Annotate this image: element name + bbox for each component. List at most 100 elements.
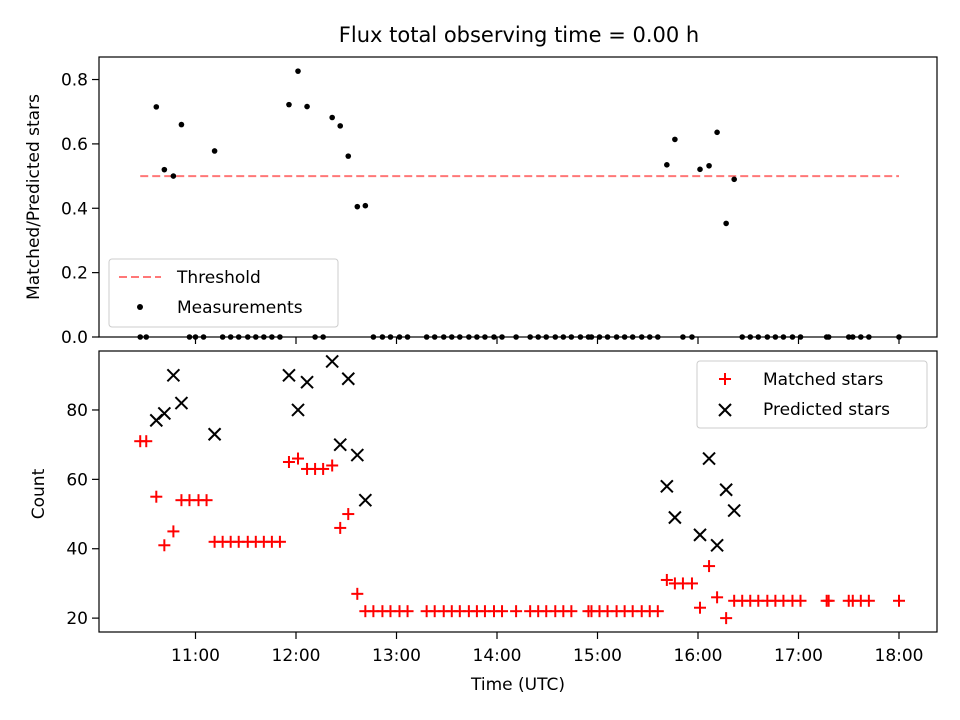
measurement-point bbox=[797, 334, 804, 340]
measurement-point bbox=[482, 334, 488, 340]
ratio-ytick-label: 0.6 bbox=[61, 135, 88, 155]
measurement-point bbox=[560, 334, 567, 340]
predicted-legend-swatch bbox=[718, 403, 732, 417]
measurement-point bbox=[466, 334, 472, 340]
measurement-point bbox=[379, 334, 386, 340]
measurement-point bbox=[491, 334, 497, 340]
matched-star-point bbox=[660, 573, 673, 586]
ratio-ytick-label: 0.4 bbox=[61, 199, 88, 219]
measurement-point bbox=[178, 121, 185, 128]
ratio-legend: Threshold Measurements bbox=[108, 258, 339, 328]
ratio-ytick-label: 0.2 bbox=[61, 264, 88, 284]
measurement-point bbox=[543, 334, 550, 340]
counts-ytick-label: 20 bbox=[66, 609, 88, 629]
measurement-point bbox=[825, 334, 832, 340]
measurement-point bbox=[747, 334, 754, 340]
matched-star-point bbox=[140, 435, 153, 448]
counts-xtick-label: 11:00 bbox=[171, 646, 220, 666]
measurement-point bbox=[780, 334, 787, 340]
predicted-star-point bbox=[719, 483, 733, 497]
measurement-point bbox=[431, 334, 438, 340]
predicted-star-point bbox=[341, 372, 355, 386]
matched-star-point bbox=[158, 539, 171, 552]
measurement-point bbox=[672, 136, 678, 143]
measurement-point bbox=[849, 334, 856, 340]
measurement-point bbox=[320, 334, 326, 340]
measurement-point bbox=[513, 334, 519, 340]
measurement-point bbox=[329, 114, 335, 121]
counts-ytick-label: 80 bbox=[66, 401, 88, 421]
measurement-point bbox=[396, 334, 403, 340]
predicted-star-point bbox=[325, 354, 339, 369]
counts-xtick-label: 15:00 bbox=[573, 646, 622, 666]
matched-star-point bbox=[703, 560, 716, 573]
measurement-point bbox=[596, 334, 603, 340]
predicted-legend-label: Predicted stars bbox=[763, 400, 890, 420]
measurement-point bbox=[629, 334, 636, 340]
counts-panel: 20 40 60 80 11:00 12:00 13:00 14:00 15:00 16:00 17… bbox=[29, 350, 938, 695]
ratio-ytick-label: 0.0 bbox=[61, 328, 88, 348]
measurement-point bbox=[588, 334, 595, 340]
matched-star-point bbox=[167, 525, 180, 538]
measurement-point bbox=[680, 334, 686, 340]
measurement-point bbox=[337, 123, 344, 129]
measurement-point bbox=[764, 334, 771, 340]
measurement-point bbox=[211, 148, 218, 154]
measurement-point bbox=[706, 162, 712, 169]
counts-panel-frame bbox=[98, 350, 938, 633]
matched-star-point bbox=[822, 594, 835, 607]
measurement-point bbox=[440, 334, 447, 340]
measurement-point bbox=[269, 334, 275, 340]
predicted-star-point bbox=[291, 403, 305, 417]
measurement-point bbox=[755, 334, 762, 340]
measurement-point bbox=[577, 334, 584, 340]
matched-star-point bbox=[326, 459, 339, 472]
counts-ytick-label: 40 bbox=[66, 540, 88, 560]
measurement-point bbox=[845, 334, 852, 340]
measurement-point bbox=[186, 334, 193, 340]
measurement-point bbox=[646, 334, 653, 340]
matched-star-point bbox=[510, 605, 523, 618]
predicted-star-point bbox=[166, 368, 181, 382]
counts-xtick-label: 16:00 bbox=[674, 646, 723, 666]
matched-legend-label: Matched stars bbox=[763, 370, 883, 390]
measurement-point bbox=[404, 334, 411, 340]
measurement-point bbox=[448, 334, 455, 340]
measurement-point bbox=[362, 202, 369, 209]
measurement-point bbox=[689, 334, 695, 340]
measurement-point bbox=[858, 334, 864, 340]
measurement-point bbox=[345, 153, 352, 159]
ratio-legend-box bbox=[108, 258, 339, 328]
matched-star-point bbox=[150, 490, 163, 503]
counts-xtick-label: 14:00 bbox=[473, 646, 522, 666]
counts-panel-ylabel: Count bbox=[29, 468, 49, 519]
measurement-point bbox=[697, 166, 703, 173]
measurement-point bbox=[474, 334, 480, 340]
measurement-point bbox=[261, 334, 267, 340]
ratio-panel-ylabel: Matched/Predicted stars bbox=[24, 94, 44, 300]
matched-legend-swatch bbox=[719, 373, 731, 385]
counts-xtick-label: 17:00 bbox=[774, 646, 823, 666]
predicted-star-point bbox=[157, 406, 172, 421]
measurement-point bbox=[244, 334, 251, 340]
measurement-point bbox=[527, 334, 533, 340]
measurement-point bbox=[227, 334, 234, 340]
predicted-star-point bbox=[693, 528, 707, 542]
measurement-point bbox=[655, 334, 661, 340]
matched-star-point bbox=[720, 612, 733, 625]
measurement-point bbox=[286, 101, 292, 108]
matched-star-point bbox=[401, 605, 414, 618]
measurement-point bbox=[277, 334, 283, 340]
predicted-star-point bbox=[660, 479, 674, 494]
predicted-star-point bbox=[350, 448, 365, 462]
measurement-point bbox=[200, 334, 207, 340]
measurement-point bbox=[789, 334, 796, 340]
predicted-star-point bbox=[358, 493, 373, 507]
matched-star-point bbox=[273, 535, 286, 548]
matched-star-point bbox=[496, 605, 509, 618]
measurement-point bbox=[304, 103, 310, 110]
predicted-star-point bbox=[333, 437, 347, 452]
matched-star-point bbox=[334, 521, 347, 534]
measurement-point bbox=[143, 334, 150, 340]
